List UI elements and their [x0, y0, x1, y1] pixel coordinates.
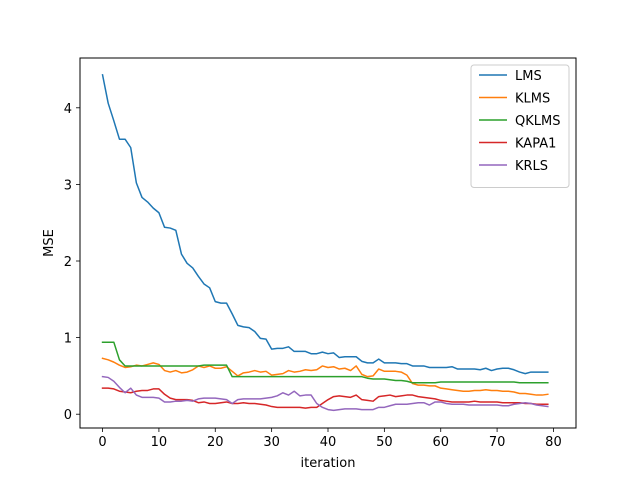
- x-axis: 0 10 20 30 40 50 60 70 80: [98, 428, 562, 450]
- y-axis: 0 1 2 3 4: [64, 102, 80, 423]
- x-axis-label: iteration: [301, 456, 356, 471]
- legend-label: KLMS: [515, 92, 550, 107]
- y-tick-label: 4: [64, 102, 72, 117]
- y-tick-label: 3: [64, 178, 72, 193]
- x-tick-label: 0: [98, 435, 106, 450]
- x-tick-label: 20: [207, 435, 224, 450]
- series-line-krls: [101, 375, 549, 412]
- x-tick-label: 60: [432, 435, 449, 450]
- series-line-lms: [101, 73, 549, 375]
- y-tick-label: 1: [64, 332, 72, 347]
- legend-label: LMS: [515, 69, 542, 84]
- y-tick-label: 2: [64, 255, 72, 270]
- legend-label: QKLMS: [515, 114, 560, 129]
- x-tick-label: 40: [320, 435, 337, 450]
- legend-label: KRLS: [515, 159, 548, 174]
- series-line-klms: [101, 357, 549, 396]
- legend: LMS KLMS QKLMS KAPA1 KRLS: [470, 64, 570, 188]
- plot-lines: [101, 73, 549, 412]
- y-tick-label: 0: [64, 408, 72, 423]
- x-tick-label: 30: [263, 435, 280, 450]
- series-line-qklms: [101, 341, 549, 384]
- legend-frame: [470, 64, 570, 188]
- x-tick-label: 10: [151, 435, 168, 450]
- legend-label: KAPA1: [515, 137, 556, 152]
- y-axis-label: MSE: [42, 229, 57, 257]
- series-line-kapa1: [101, 387, 549, 409]
- x-tick-label: 50: [376, 435, 393, 450]
- x-tick-label: 80: [545, 435, 562, 450]
- x-tick-label: 70: [489, 435, 506, 450]
